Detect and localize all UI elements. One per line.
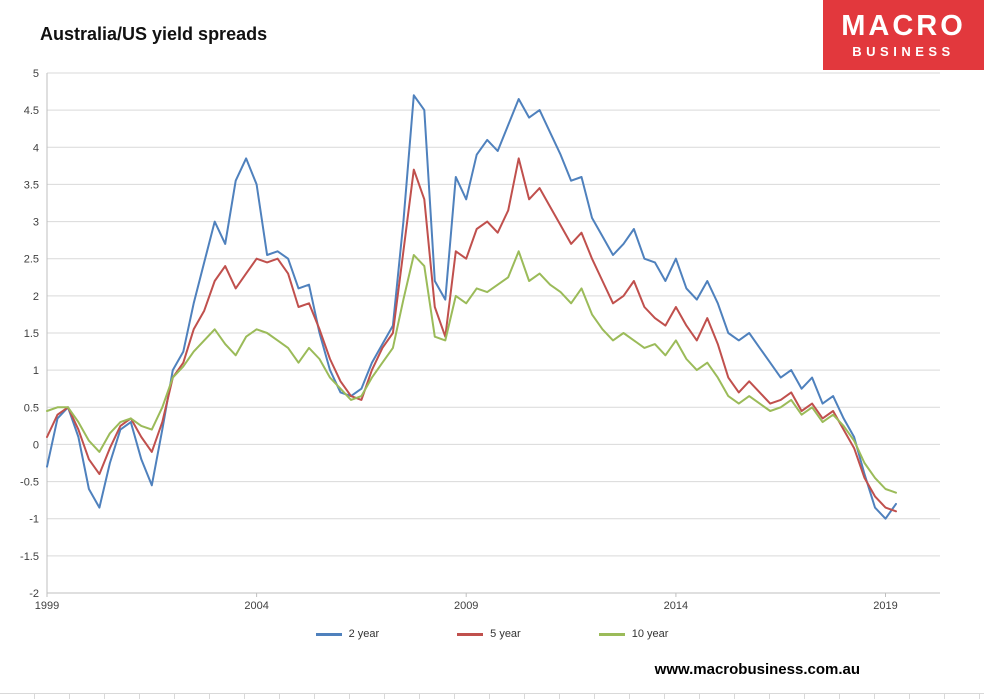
y-tick-label: 3 (33, 217, 39, 229)
macrobusiness-logo: MACRO BUSINESS (823, 0, 984, 70)
y-tick-label: 1.5 (24, 328, 39, 340)
y-tick-label: 5 (33, 68, 39, 80)
y-tick-label: 0.5 (24, 402, 39, 414)
y-tick-label: 2.5 (24, 254, 39, 266)
y-tick-label: 1 (33, 365, 39, 377)
y-tick-label: 2 (33, 291, 39, 303)
y-tick-label: 0 (33, 439, 39, 451)
x-tick-label: 2009 (454, 600, 478, 612)
series-line-10-year (46, 250, 897, 494)
legend-label-2-year: 2 year (348, 628, 380, 640)
legend-label-5-year: 5 year (490, 628, 521, 640)
logo-text-macro: MACRO (841, 10, 966, 42)
bottom-crop-edge (0, 693, 984, 699)
legend-line-swatch-5-year (457, 632, 484, 636)
x-tick-label: 2004 (244, 600, 268, 612)
legend-line-swatch-10-year (598, 632, 625, 636)
website-url: www.macrobusiness.com.au (654, 661, 860, 678)
legend-line-swatch-2-year (315, 632, 342, 636)
y-tick-label: -0.5 (20, 477, 39, 489)
logo-text-business: BUSINESS (852, 44, 955, 59)
legend: 2 year 5 year 10 year (0, 628, 984, 640)
y-tick-label: 3.5 (24, 179, 39, 191)
y-tick-label: -1 (29, 514, 39, 526)
series-line-5-year (46, 157, 897, 513)
x-tick-label: 1999 (35, 600, 59, 612)
chart-title: Australia/US yield spreads (40, 24, 268, 44)
legend-item-2-year: 2 year (315, 628, 380, 640)
legend-label-10-year: 10 year (631, 628, 669, 640)
y-tick-label: 4 (33, 142, 39, 154)
y-tick-label: -1.5 (20, 551, 39, 563)
legend-item-10-year: 10 year (598, 628, 669, 640)
y-tick-label: -2 (29, 588, 39, 600)
x-tick-label: 2019 (873, 600, 897, 612)
y-tick-label: 4.5 (24, 105, 39, 117)
series-line-2-year (46, 94, 897, 520)
x-tick-label: 2014 (664, 600, 688, 612)
legend-item-5-year: 5 year (457, 628, 521, 640)
